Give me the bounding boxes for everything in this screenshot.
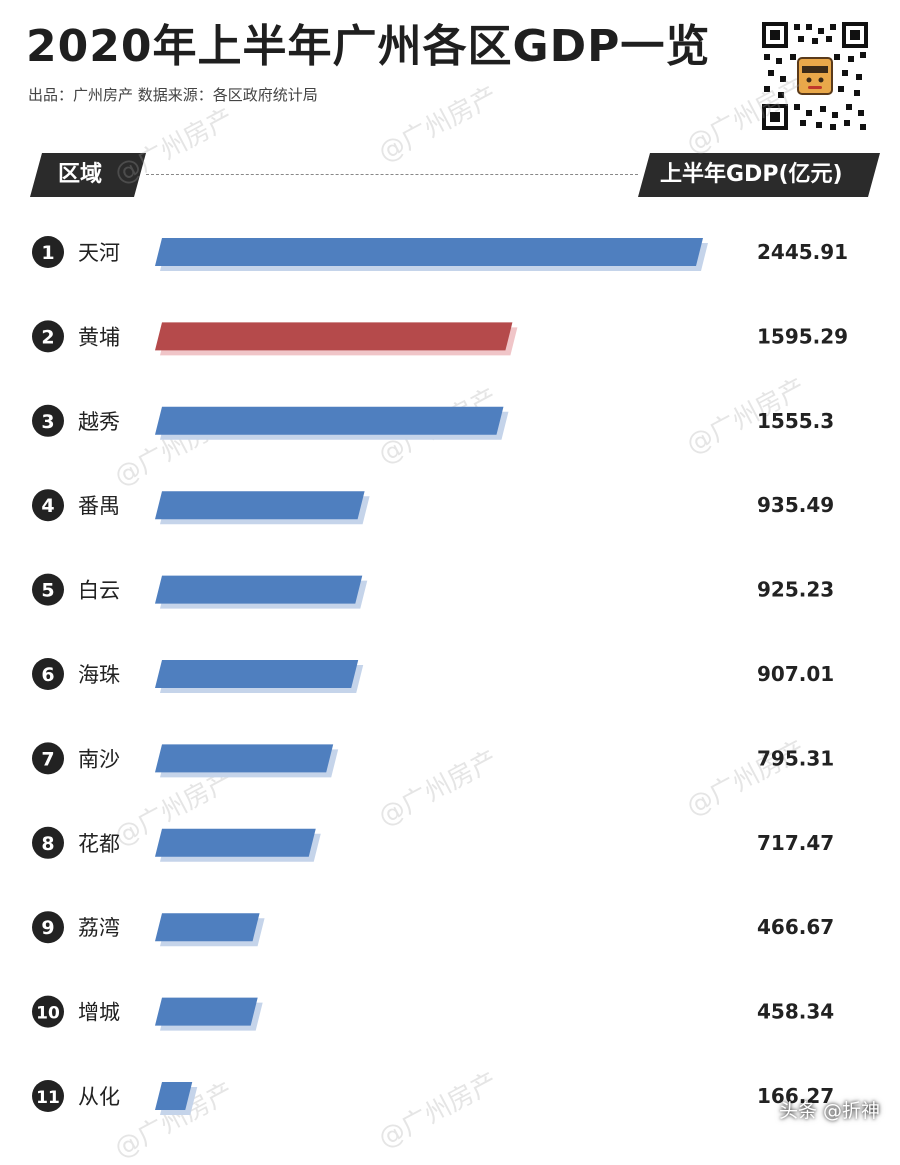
bar [155, 238, 703, 266]
rank-badge [32, 573, 64, 606]
region-column-header: 区域 [30, 153, 146, 197]
bar [155, 660, 359, 688]
bar-row: 5 白云 925.23 [32, 573, 834, 609]
district-label: 黄埔 [78, 325, 120, 349]
bar [155, 913, 260, 942]
rank-label: 4 [41, 495, 54, 517]
value-label: 1555.3 [757, 409, 834, 433]
rank-label: 2 [41, 326, 54, 348]
rank-label: 6 [41, 664, 54, 686]
gdp-bar-chart: 1 天河 2445.91 2 黄埔 1595.29 3 越秀 1555.3 4 番禺 935.49 5 白… [32, 236, 848, 1115]
district-label: 越秀 [78, 410, 120, 434]
district-label: 增城 [78, 1001, 120, 1025]
value-label: 925.23 [757, 578, 834, 602]
value-label: 907.01 [757, 662, 834, 686]
rank-badge [32, 1080, 64, 1112]
district-label: 从化 [78, 1085, 120, 1109]
district-label: 南沙 [78, 747, 120, 771]
bar-row: 9 荔湾 466.67 [32, 911, 834, 947]
rank-label: 10 [36, 1004, 60, 1024]
rank-badge [32, 489, 64, 522]
rank-badge [32, 826, 64, 859]
bar-row: 10 增城 458.34 [32, 995, 834, 1031]
rank-label: 3 [41, 411, 54, 433]
rank-badge [32, 236, 64, 268]
rank-badge [32, 742, 64, 775]
bar [155, 322, 513, 351]
bar [155, 575, 363, 604]
value-label: 1595.29 [757, 324, 848, 348]
bar [155, 491, 365, 520]
region-column-header-label: 区域 [58, 162, 103, 187]
district-label: 番禺 [78, 494, 120, 518]
district-label: 荔湾 [78, 916, 120, 940]
bar-row: 3 越秀 1555.3 [32, 404, 834, 440]
value-label: 458.34 [757, 1000, 834, 1024]
header-divider [146, 174, 638, 175]
rank-badge [32, 995, 64, 1028]
page-subtitle: 出品：广州房产 数据来源：各区政府统计局 [28, 86, 318, 104]
footer-credit: 头条 @折神 [778, 1100, 880, 1122]
bar [155, 744, 334, 773]
rank-label: 9 [41, 917, 54, 939]
district-label: 天河 [78, 241, 120, 265]
page-title: 2020年上半年广州各区GDP一览 [26, 21, 711, 72]
rank-badge [32, 404, 64, 437]
bar-row: 1 天河 2445.91 [32, 236, 848, 271]
bar-row: 6 海珠 907.01 [32, 658, 834, 693]
rank-label: 1 [41, 242, 54, 264]
bar-row: 2 黄埔 1595.29 [32, 320, 848, 356]
bar-row: 4 番禺 935.49 [32, 489, 834, 525]
value-label: 166.27 [757, 1084, 834, 1108]
district-label: 海珠 [78, 663, 120, 687]
district-label: 白云 [78, 579, 120, 603]
rank-label: 7 [41, 748, 54, 770]
rank-badge [32, 320, 64, 353]
rank-badge [32, 911, 64, 944]
bar-row: 7 南沙 795.31 [32, 742, 834, 778]
bar [155, 1082, 193, 1110]
value-label: 795.31 [757, 746, 834, 770]
value-label: 935.49 [757, 493, 834, 517]
bar [155, 406, 504, 435]
rank-label: 11 [36, 1088, 60, 1108]
rank-label: 8 [41, 833, 54, 855]
value-label: 466.67 [757, 915, 834, 939]
bar [155, 828, 316, 857]
district-label: 花都 [78, 832, 120, 856]
bar-row: 8 花都 717.47 [32, 826, 834, 862]
rank-badge [32, 658, 64, 690]
bar [155, 997, 258, 1026]
gdp-column-header-label: 上半年GDP(亿元) [660, 162, 843, 187]
gdp-column-header: 上半年GDP(亿元) [638, 153, 880, 197]
value-label: 2445.91 [757, 240, 848, 264]
qr-code-icon [760, 20, 870, 132]
bar-row: 11 从化 166.27 [32, 1080, 834, 1115]
value-label: 717.47 [757, 831, 834, 855]
rank-label: 5 [41, 580, 54, 602]
